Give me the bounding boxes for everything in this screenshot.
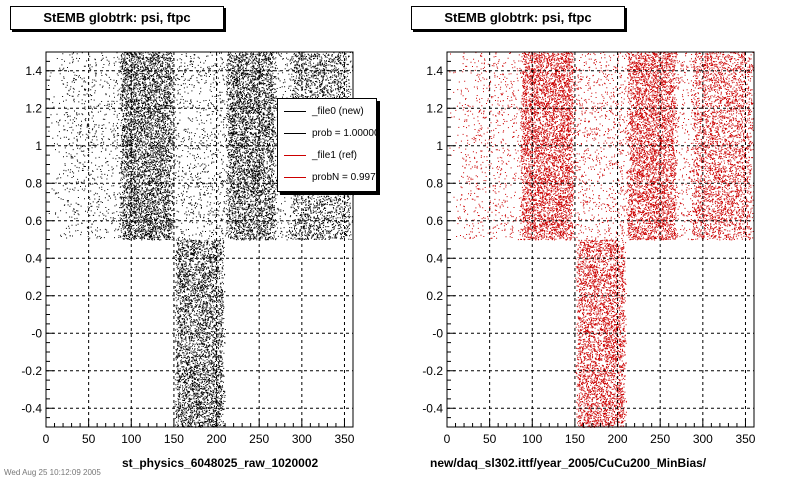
y-tick-label: -0.2 [21,364,42,378]
y-tick-label: 0.6 [25,214,42,228]
y-tick-label: -0 [432,326,443,340]
y-tick-label: -0 [31,326,42,340]
x-axis-caption-left: st_physics_6048025_raw_1020002 [122,456,319,470]
legend-label: probN = 0.997963 [312,171,376,183]
x-axis-caption-right: new/daq_sl302.ittf/year_2005/CuCu200_Min… [430,456,707,470]
y-tick-label: 0.2 [25,289,42,303]
x-tick-label: 200 [207,432,227,446]
y-tick-label: 0.8 [426,176,443,190]
x-tick-label: 0 [444,432,451,446]
x-tick-label: 250 [650,432,670,446]
x-tick-label: 350 [334,432,354,446]
legend-entry-prob: prob = 1.000000 [278,123,376,143]
x-tick-label: 50 [483,432,497,446]
y-tick-label: 0.4 [25,251,42,265]
x-tick-label: 250 [249,432,269,446]
x-tick-label: 300 [693,432,713,446]
legend-swatch [284,110,306,112]
y-tick-label: 1 [436,139,443,153]
legend-entry-probn: probN = 0.997963 [278,167,376,187]
y-tick-label: 1.4 [25,64,42,78]
x-tick-label: 350 [735,432,755,446]
legend-entry-file0: _file0 (new) [278,101,376,121]
y-tick-label: 0.8 [25,176,42,190]
x-tick-label: 150 [565,432,585,446]
y-tick-label: 1.2 [25,101,42,115]
legend-swatch [284,154,306,156]
legend-swatch [284,132,306,134]
chart-title-right: StEMB globtrk: psi, ftpc [411,6,625,30]
legend-swatch [284,176,306,178]
x-tick-label: 50 [82,432,96,446]
legend-label: _file1 (ref) [312,149,358,161]
legend-label: prob = 1.000000 [312,127,376,139]
y-tick-label: 1.4 [426,64,443,78]
x-tick-label: 200 [608,432,628,446]
timestamp-stamp: Wed Aug 25 10:12:09 2005 [4,468,101,477]
y-tick-label: 1 [35,139,42,153]
y-tick-label: -0.2 [422,364,443,378]
x-tick-label: 100 [522,432,542,446]
x-tick-label: 150 [164,432,184,446]
x-tick-label: 100 [121,432,141,446]
y-tick-label: -0.4 [422,401,443,415]
chart-title-left: StEMB globtrk: psi, ftpc [10,6,224,30]
y-tick-label: -0.4 [21,401,42,415]
x-tick-label: 300 [292,432,312,446]
legend-entry-file1: _file1 (ref) [278,145,376,165]
y-tick-label: 0.6 [426,214,443,228]
x-tick-label: 0 [43,432,50,446]
y-tick-label: 1.2 [426,101,443,115]
y-tick-label: 0.2 [426,289,443,303]
legend[interactable]: _file0 (new) prob = 1.000000 _file1 (ref… [277,98,377,192]
y-tick-label: 0.4 [426,251,443,265]
legend-label: _file0 (new) [312,105,364,117]
